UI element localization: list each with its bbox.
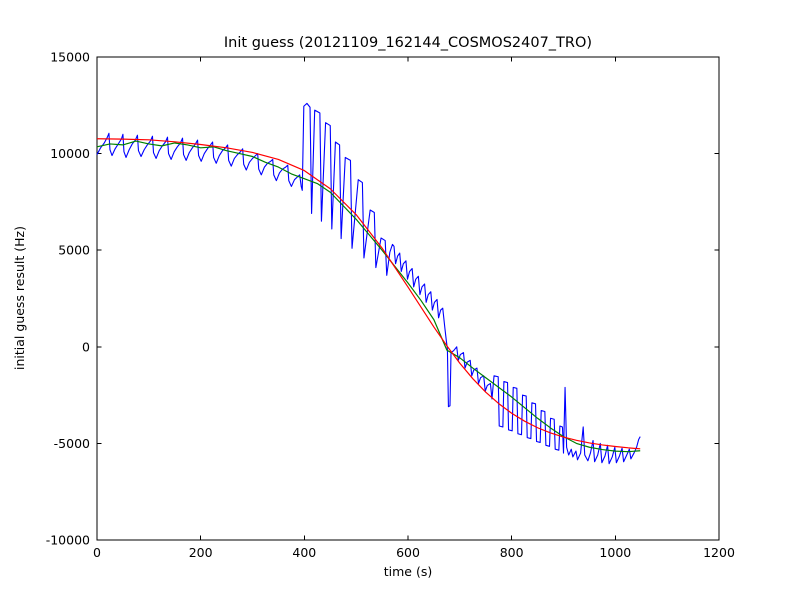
y-tick-label: -10000 [46,533,90,548]
series-blue-noisy-data [96,102,641,465]
y-tick-label: -5000 [54,436,90,451]
data-series [96,102,641,465]
y-tick-label: 5000 [58,243,90,258]
series-green-smoothed-curve [96,140,641,453]
x-tick-label: 200 [189,545,213,560]
y-tick-label: 10000 [50,146,90,161]
x-axis-label: time (s) [384,564,432,579]
x-tick-label: 1000 [599,545,631,560]
x-tick-label: 600 [396,545,420,560]
y-axis-label: initial guess result (Hz) [12,226,27,370]
x-tick-label: 400 [292,545,316,560]
y-tick-label: 15000 [50,50,90,65]
x-tick-label: 1200 [703,545,735,560]
x-tick-label: 800 [500,545,524,560]
axis-tick-labels: 0 200 400 600 800 1000 1200 -10000 -5000 0 5000 100… [46,50,735,561]
series-red-fit-curve [96,138,641,450]
plot-area-border [96,56,720,541]
axis-ticks [96,56,720,541]
y-tick-label: 0 [82,339,90,354]
x-tick-label: 0 [93,545,101,560]
chart-title: Init guess (20121109_162144_COSMOS2407_T… [224,35,592,51]
